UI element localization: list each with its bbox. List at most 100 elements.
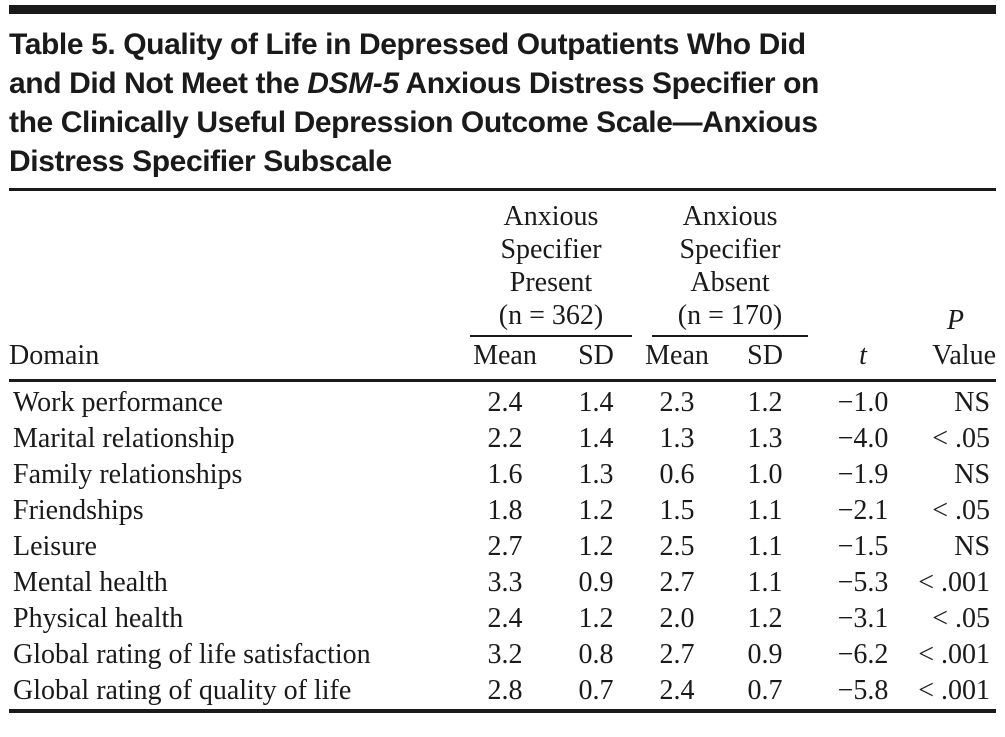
present-mean-cell: 2.4 <box>487 387 523 418</box>
spanner-line: Specifier <box>679 234 781 265</box>
present-sd-cell: 1.2 <box>578 495 614 526</box>
t-header: t <box>818 337 909 382</box>
absent-mean-cell: 2.5 <box>659 531 695 562</box>
p-value-header-top: P <box>946 305 965 336</box>
t-cell: −3.1 <box>837 603 889 634</box>
p-cell: < .05 <box>932 423 991 454</box>
domain-cell: Mental health <box>13 567 168 598</box>
spanner-line: Absent <box>690 267 770 298</box>
column-group-present-cell: Anxious Specifier Present (n = 362) <box>460 191 642 337</box>
p-value-header-bottom: Value <box>908 337 997 382</box>
spanner-line: Specifier <box>500 234 602 265</box>
title-line-4: Distress Specifier Subscale <box>9 145 392 178</box>
present-sd-cell: 1.4 <box>578 387 614 418</box>
t-cell: −4.0 <box>837 423 889 454</box>
table-row: Leisure 2.7 1.2 2.5 1.1 −1.5 NS <box>9 529 996 565</box>
present-mean-cell: 3.3 <box>487 567 523 598</box>
title-line-2-post: Anxious Distress Specifier on <box>398 67 819 100</box>
subheader-row: Domain Mean SD Mean SD t Value <box>9 337 997 382</box>
absent-sd-cell: 1.1 <box>747 495 783 526</box>
spanner-line: Anxious <box>503 201 599 232</box>
present-sd-cell: 1.4 <box>578 423 614 454</box>
table-row: Mental health 3.3 0.9 2.7 1.1 −5.3 < .00… <box>9 565 996 601</box>
domain-cell: Global rating of life satisfaction <box>13 639 371 670</box>
domain-header: Domain <box>9 337 460 382</box>
present-sd-cell: 0.7 <box>578 675 614 706</box>
absent-mean-cell: 2.3 <box>659 387 695 418</box>
p-cell: NS <box>954 459 991 490</box>
present-mean-cell: 1.8 <box>487 495 523 526</box>
mean-header-present: Mean <box>460 337 550 382</box>
quality-of-life-table: Anxious Specifier Present (n = 362) Anxi… <box>9 191 997 713</box>
domain-cell: Family relationships <box>13 459 243 490</box>
absent-mean-cell: 1.3 <box>659 423 695 454</box>
title-line-3: the Clinically Useful Depression Outcome… <box>9 106 818 139</box>
title-line-2: and Did Not Meet the DSM-5 Anxious Distr… <box>9 64 996 103</box>
table-row: Family relationships 1.6 1.3 0.6 1.0 −1.… <box>9 457 996 493</box>
p-cell: < .001 <box>918 567 991 598</box>
t-cell: −5.8 <box>837 675 889 706</box>
spanner-line: Present <box>509 267 593 298</box>
t-cell: −1.9 <box>837 459 889 490</box>
present-sd-cell: 1.2 <box>578 531 614 562</box>
title-line-1: Table 5. Quality of Life in Depressed Ou… <box>9 28 806 61</box>
column-group-absent: Anxious Specifier Absent (n = 170) <box>652 200 809 337</box>
present-mean-cell: 1.6 <box>487 459 523 490</box>
absent-mean-cell: 2.4 <box>659 675 695 706</box>
t-cell: −5.3 <box>837 567 889 598</box>
present-mean-cell: 3.2 <box>487 639 523 670</box>
p-cell: NS <box>954 387 991 418</box>
top-rule <box>9 5 996 14</box>
present-sd-cell: 1.2 <box>578 603 614 634</box>
absent-sd-cell: 0.7 <box>747 675 783 706</box>
p-cell: < .001 <box>918 639 991 670</box>
column-group-absent-cell: Anxious Specifier Absent (n = 170) <box>642 191 818 337</box>
mean-header-absent: Mean <box>642 337 713 382</box>
absent-mean-cell: 2.7 <box>659 639 695 670</box>
column-group-row: Anxious Specifier Present (n = 362) Anxi… <box>9 191 996 337</box>
title-line-2-pre: and Did Not Meet the <box>9 67 308 100</box>
table-row: Marital relationship 2.2 1.4 1.3 1.3 −4.… <box>9 421 996 457</box>
present-sd-cell: 0.9 <box>578 567 614 598</box>
domain-cell: Global rating of quality of life <box>13 675 352 706</box>
table-row: Work performance 2.4 1.4 2.3 1.2 −1.0 NS <box>9 381 996 422</box>
present-mean-cell: 2.8 <box>487 675 523 706</box>
p-cell: < .05 <box>932 603 991 634</box>
absent-mean-cell: 1.5 <box>659 495 695 526</box>
table-title: Table 5. Quality of Life in Depressed Ou… <box>9 25 996 181</box>
t-cell: −1.0 <box>837 387 889 418</box>
absent-sd-cell: 1.2 <box>747 603 783 634</box>
t-header-spacer <box>818 191 908 337</box>
spanner-line: Anxious <box>682 201 778 232</box>
dsm5-italic: DSM-5 <box>307 67 399 100</box>
domain-cell: Leisure <box>13 531 97 562</box>
table-row: Global rating of life satisfaction 3.2 0… <box>9 637 996 673</box>
domain-cell: Friendships <box>13 495 144 526</box>
present-mean-cell: 2.7 <box>487 531 523 562</box>
p-cell: < .05 <box>932 495 991 526</box>
title-rule <box>9 188 996 191</box>
absent-mean-cell: 2.0 <box>659 603 695 634</box>
column-group-present: Anxious Specifier Present (n = 362) <box>470 200 633 337</box>
spanner-line: (n = 362) <box>498 300 604 331</box>
present-mean-cell: 2.2 <box>487 423 523 454</box>
absent-mean-cell: 2.7 <box>659 567 695 598</box>
sd-header-present: SD <box>550 337 643 382</box>
t-cell: −2.1 <box>837 495 889 526</box>
table-row: Friendships 1.8 1.2 1.5 1.1 −2.1 < .05 <box>9 493 996 529</box>
absent-sd-cell: 1.1 <box>747 567 783 598</box>
table-row: Physical health 2.4 1.2 2.0 1.2 −3.1 < .… <box>9 601 996 637</box>
absent-sd-cell: 1.0 <box>747 459 783 490</box>
domain-header-spacer <box>9 191 460 337</box>
domain-cell: Physical health <box>13 603 184 634</box>
domain-cell: Work performance <box>13 387 223 418</box>
t-cell: −1.5 <box>837 531 889 562</box>
spanner-line: (n = 170) <box>677 300 783 331</box>
sd-header-absent: SD <box>712 337 819 382</box>
absent-sd-cell: 0.9 <box>747 639 783 670</box>
present-mean-cell: 2.4 <box>487 603 523 634</box>
domain-cell: Marital relationship <box>13 423 235 454</box>
table-header: Anxious Specifier Present (n = 362) Anxi… <box>9 191 997 382</box>
t-cell: −6.2 <box>837 639 889 670</box>
absent-sd-cell: 1.2 <box>747 387 783 418</box>
